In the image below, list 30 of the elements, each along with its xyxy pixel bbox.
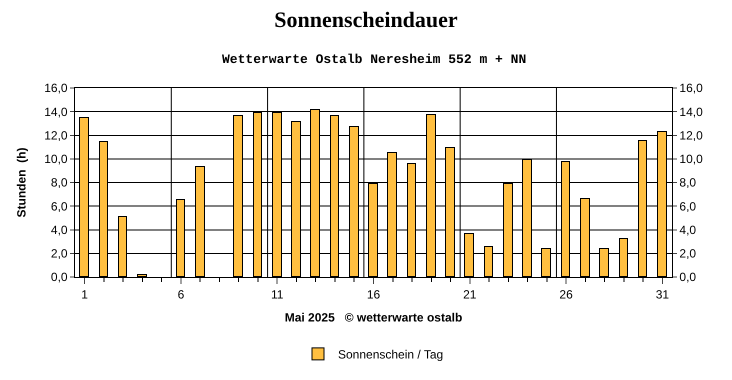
y-tick-label: 2,0 — [50, 246, 68, 261]
y-axis-title: Stunden (h) — [14, 148, 29, 218]
chart-subtitle: Wetterwarte Ostalb Neresheim 552 m + NN — [222, 52, 526, 67]
x-tick-label: 31 — [656, 287, 670, 302]
x-tick-label: 21 — [463, 287, 477, 302]
x-tick-label: 16 — [366, 287, 380, 302]
y2-tick-label: 2,0 — [679, 246, 696, 261]
y-tick-label: 8,0 — [50, 176, 68, 190]
y-tick-label: 12,0 — [44, 128, 68, 142]
y2-tick-label: 10,0 — [679, 152, 704, 166]
y-tick-label: 6,0 — [50, 199, 68, 214]
x-axis-title: Mai 2025 © wetterwarte ostalb — [284, 310, 462, 324]
y-tick-label: 10,0 — [44, 152, 68, 166]
y2-tick-label: 6,0 — [679, 199, 696, 214]
chart-title: Sonnenscheindauer — [274, 6, 458, 32]
y2-tick-label: 12,0 — [679, 128, 704, 142]
x-tick-label: 1 — [81, 287, 88, 302]
y-tick-label: 16,0 — [44, 81, 68, 96]
legend-label: Sonnenschein / Tag — [338, 348, 444, 362]
y2-tick-label: 16,0 — [679, 81, 704, 96]
y2-tick-label: 14,0 — [679, 104, 704, 119]
y2-tick-label: 0,0 — [679, 270, 696, 284]
x-tick-label: 6 — [178, 287, 185, 302]
x-tick-label: 26 — [559, 287, 574, 302]
x-tick-label: 11 — [270, 287, 284, 302]
y-tick-label: 4,0 — [50, 222, 68, 237]
y2-tick-label: 4,0 — [679, 222, 696, 237]
y-tick-label: 14,0 — [44, 104, 68, 119]
y-tick-label: 0,0 — [50, 270, 68, 284]
y2-tick-label: 8,0 — [679, 176, 696, 190]
